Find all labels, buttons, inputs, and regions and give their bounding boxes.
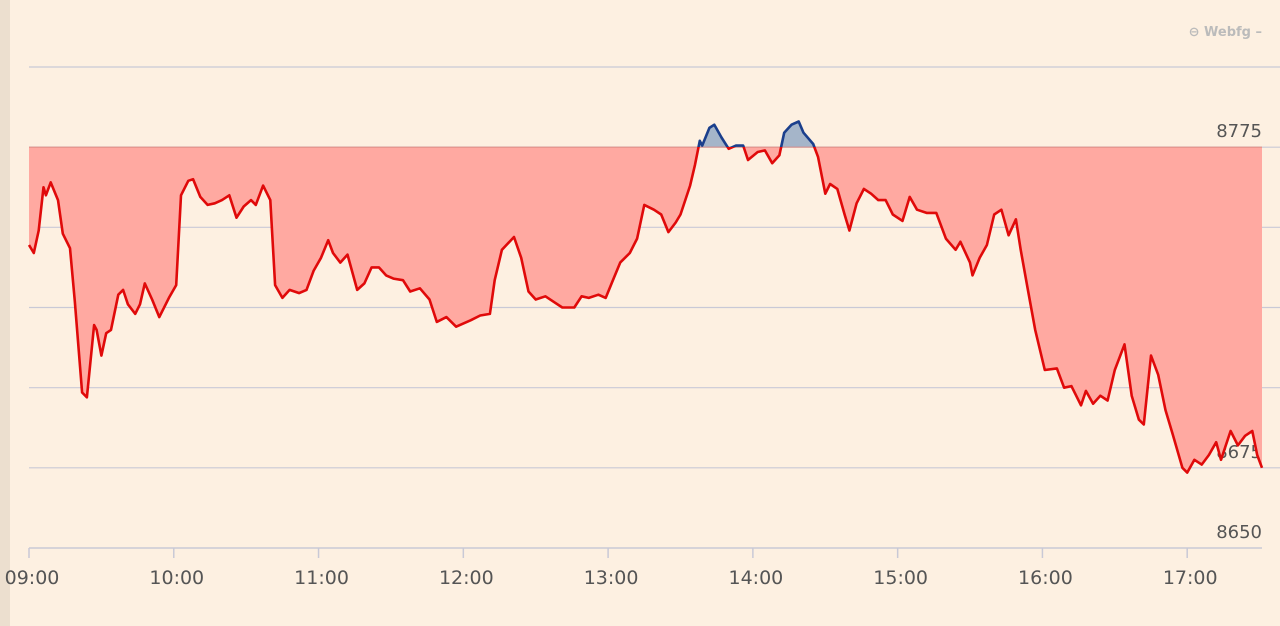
x-tick-label: 10:00	[149, 567, 204, 589]
x-tick-label: 14:00	[728, 567, 783, 589]
x-tick-label: 16:00	[1018, 567, 1073, 589]
y-tick-label: 8675	[1216, 442, 1262, 463]
x-tick-label: 12:00	[439, 567, 494, 589]
area	[29, 121, 1262, 473]
y-tick-label: 8650	[1216, 522, 1262, 543]
x-tick-label: 15:00	[873, 567, 928, 589]
watermark: ⊖ Webfg –	[1189, 25, 1262, 40]
x-tick-label: 09:00	[5, 567, 60, 589]
x-tick-label: 13:00	[584, 567, 639, 589]
x-tick-label: 11:00	[294, 567, 349, 589]
y-tick-label: 8775	[1216, 121, 1262, 142]
price-line	[27, 120, 1264, 474]
x-tick-label: 17:00	[1163, 567, 1218, 589]
left-strip	[0, 0, 10, 626]
